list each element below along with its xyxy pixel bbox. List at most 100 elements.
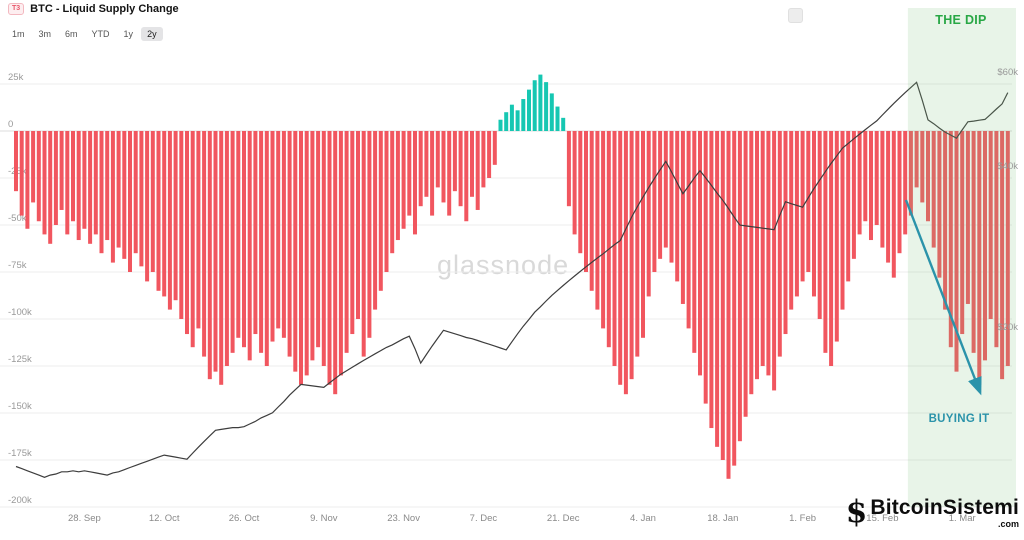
supply-change-bar (817, 131, 822, 319)
supply-change-bar (629, 131, 634, 380)
y-axis-tick: -75k (8, 260, 27, 271)
supply-change-bar (532, 80, 537, 131)
supply-change-bar (829, 131, 834, 366)
supply-change-bar (777, 131, 782, 357)
supply-change-bar (435, 131, 440, 188)
x-axis-tick: 18. Jan (707, 513, 738, 524)
chart-settings-icon[interactable] (788, 8, 803, 23)
ticker-badge: T3 (8, 3, 25, 15)
supply-change-bar (487, 131, 492, 178)
supply-change-bar (185, 131, 189, 335)
range-3m[interactable]: 3m (33, 27, 58, 41)
supply-change-bar (527, 89, 531, 131)
y-axis-tick: -50k (8, 213, 27, 224)
supply-change-bar (794, 131, 799, 297)
supply-change-bar (452, 131, 457, 192)
supply-change-bar (441, 131, 446, 203)
supply-change-bar (823, 131, 828, 353)
supply-change-bar (669, 131, 674, 263)
buying-annotation: BUYING IT (928, 413, 990, 425)
range-toolbar: 1m 3m 6m YTD 1y 2y (6, 27, 163, 41)
supply-change-bar (48, 131, 53, 244)
supply-change-bar (869, 131, 873, 241)
x-axis-tick: 28. Sep (68, 513, 101, 524)
price-axis-tick: $40k (997, 161, 1018, 172)
range-6m[interactable]: 6m (59, 27, 84, 41)
supply-change-bar (270, 131, 275, 342)
supply-change-bar (834, 131, 839, 342)
supply-change-bar (31, 131, 36, 203)
supply-change-bar (578, 131, 583, 254)
supply-change-bar (920, 131, 925, 203)
supply-change-bar (224, 131, 229, 366)
y-axis-tick: 25k (8, 72, 24, 83)
supply-change-bar (652, 131, 657, 272)
supply-change-bar (726, 131, 731, 479)
supply-change-bar (481, 131, 486, 188)
supply-change-bar (213, 131, 218, 372)
range-1y[interactable]: 1y (118, 27, 140, 41)
supply-change-bar (504, 112, 509, 131)
supply-change-bar (509, 104, 514, 131)
range-1m[interactable]: 1m (6, 27, 31, 41)
supply-change-bar (76, 131, 81, 241)
supply-change-bar (715, 131, 720, 447)
supply-change-bar (675, 131, 680, 282)
price-line (15, 81, 1009, 478)
supply-change-bar (737, 131, 742, 442)
supply-change-bar (59, 131, 64, 210)
supply-change-bar (145, 131, 150, 282)
supply-change-bar (703, 131, 708, 404)
supply-change-bar (521, 99, 526, 131)
supply-change-bar (356, 131, 360, 319)
supply-change-bar (25, 131, 30, 229)
supply-change-bar (14, 131, 18, 192)
supply-change-bar (709, 131, 714, 429)
supply-change-bar (350, 131, 355, 335)
supply-change-bar (264, 131, 269, 366)
supply-change-bar (732, 131, 737, 466)
supply-change-bar (401, 131, 406, 229)
supply-change-bar (361, 131, 366, 357)
supply-change-bar (190, 131, 195, 348)
supply-change-bar (692, 131, 697, 353)
x-axis-tick: 4. Jan (630, 513, 656, 524)
supply-change-bar (196, 131, 201, 329)
supply-change-bar (247, 131, 252, 361)
supply-change-bar (93, 131, 98, 235)
supply-change-bar (71, 131, 75, 222)
supply-change-bar (863, 131, 868, 222)
supply-change-bar (384, 131, 389, 272)
supply-change-bar (806, 131, 811, 272)
supply-change-bar (19, 131, 24, 216)
supply-change-bar (338, 131, 343, 376)
bitcoin-s-icon: $ (845, 494, 868, 531)
supply-change-bar (686, 131, 691, 329)
supply-change-bar (612, 131, 617, 366)
supply-change-bar (931, 131, 936, 248)
supply-change-bar (589, 131, 594, 291)
x-axis-tick: 15. Feb (866, 513, 898, 524)
x-axis-tick: 26. Oct (229, 513, 260, 524)
range-2y[interactable]: 2y (141, 27, 163, 41)
supply-change-bar (304, 131, 309, 376)
supply-change-bar (646, 131, 651, 297)
supply-change-bar (641, 131, 645, 338)
supply-change-bar (658, 131, 663, 259)
supply-change-bar (470, 131, 474, 197)
x-axis-tick: 9. Nov (310, 513, 338, 524)
supply-change-bar (618, 131, 623, 385)
supply-change-bar (857, 131, 862, 235)
glassnode-watermark: glassnode (437, 250, 570, 280)
supply-change-bar (566, 131, 571, 207)
range-ytd[interactable]: YTD (86, 27, 116, 41)
y-axis-tick: -125k (8, 354, 32, 365)
supply-change-bar (424, 131, 429, 197)
supply-change-bar (766, 131, 771, 376)
supply-change-bar (846, 131, 851, 282)
y-axis-tick: -150k (8, 401, 32, 412)
supply-change-bar (908, 131, 913, 216)
supply-change-bar (413, 131, 417, 235)
chart-title: BTC - Liquid Supply Change (30, 3, 179, 15)
